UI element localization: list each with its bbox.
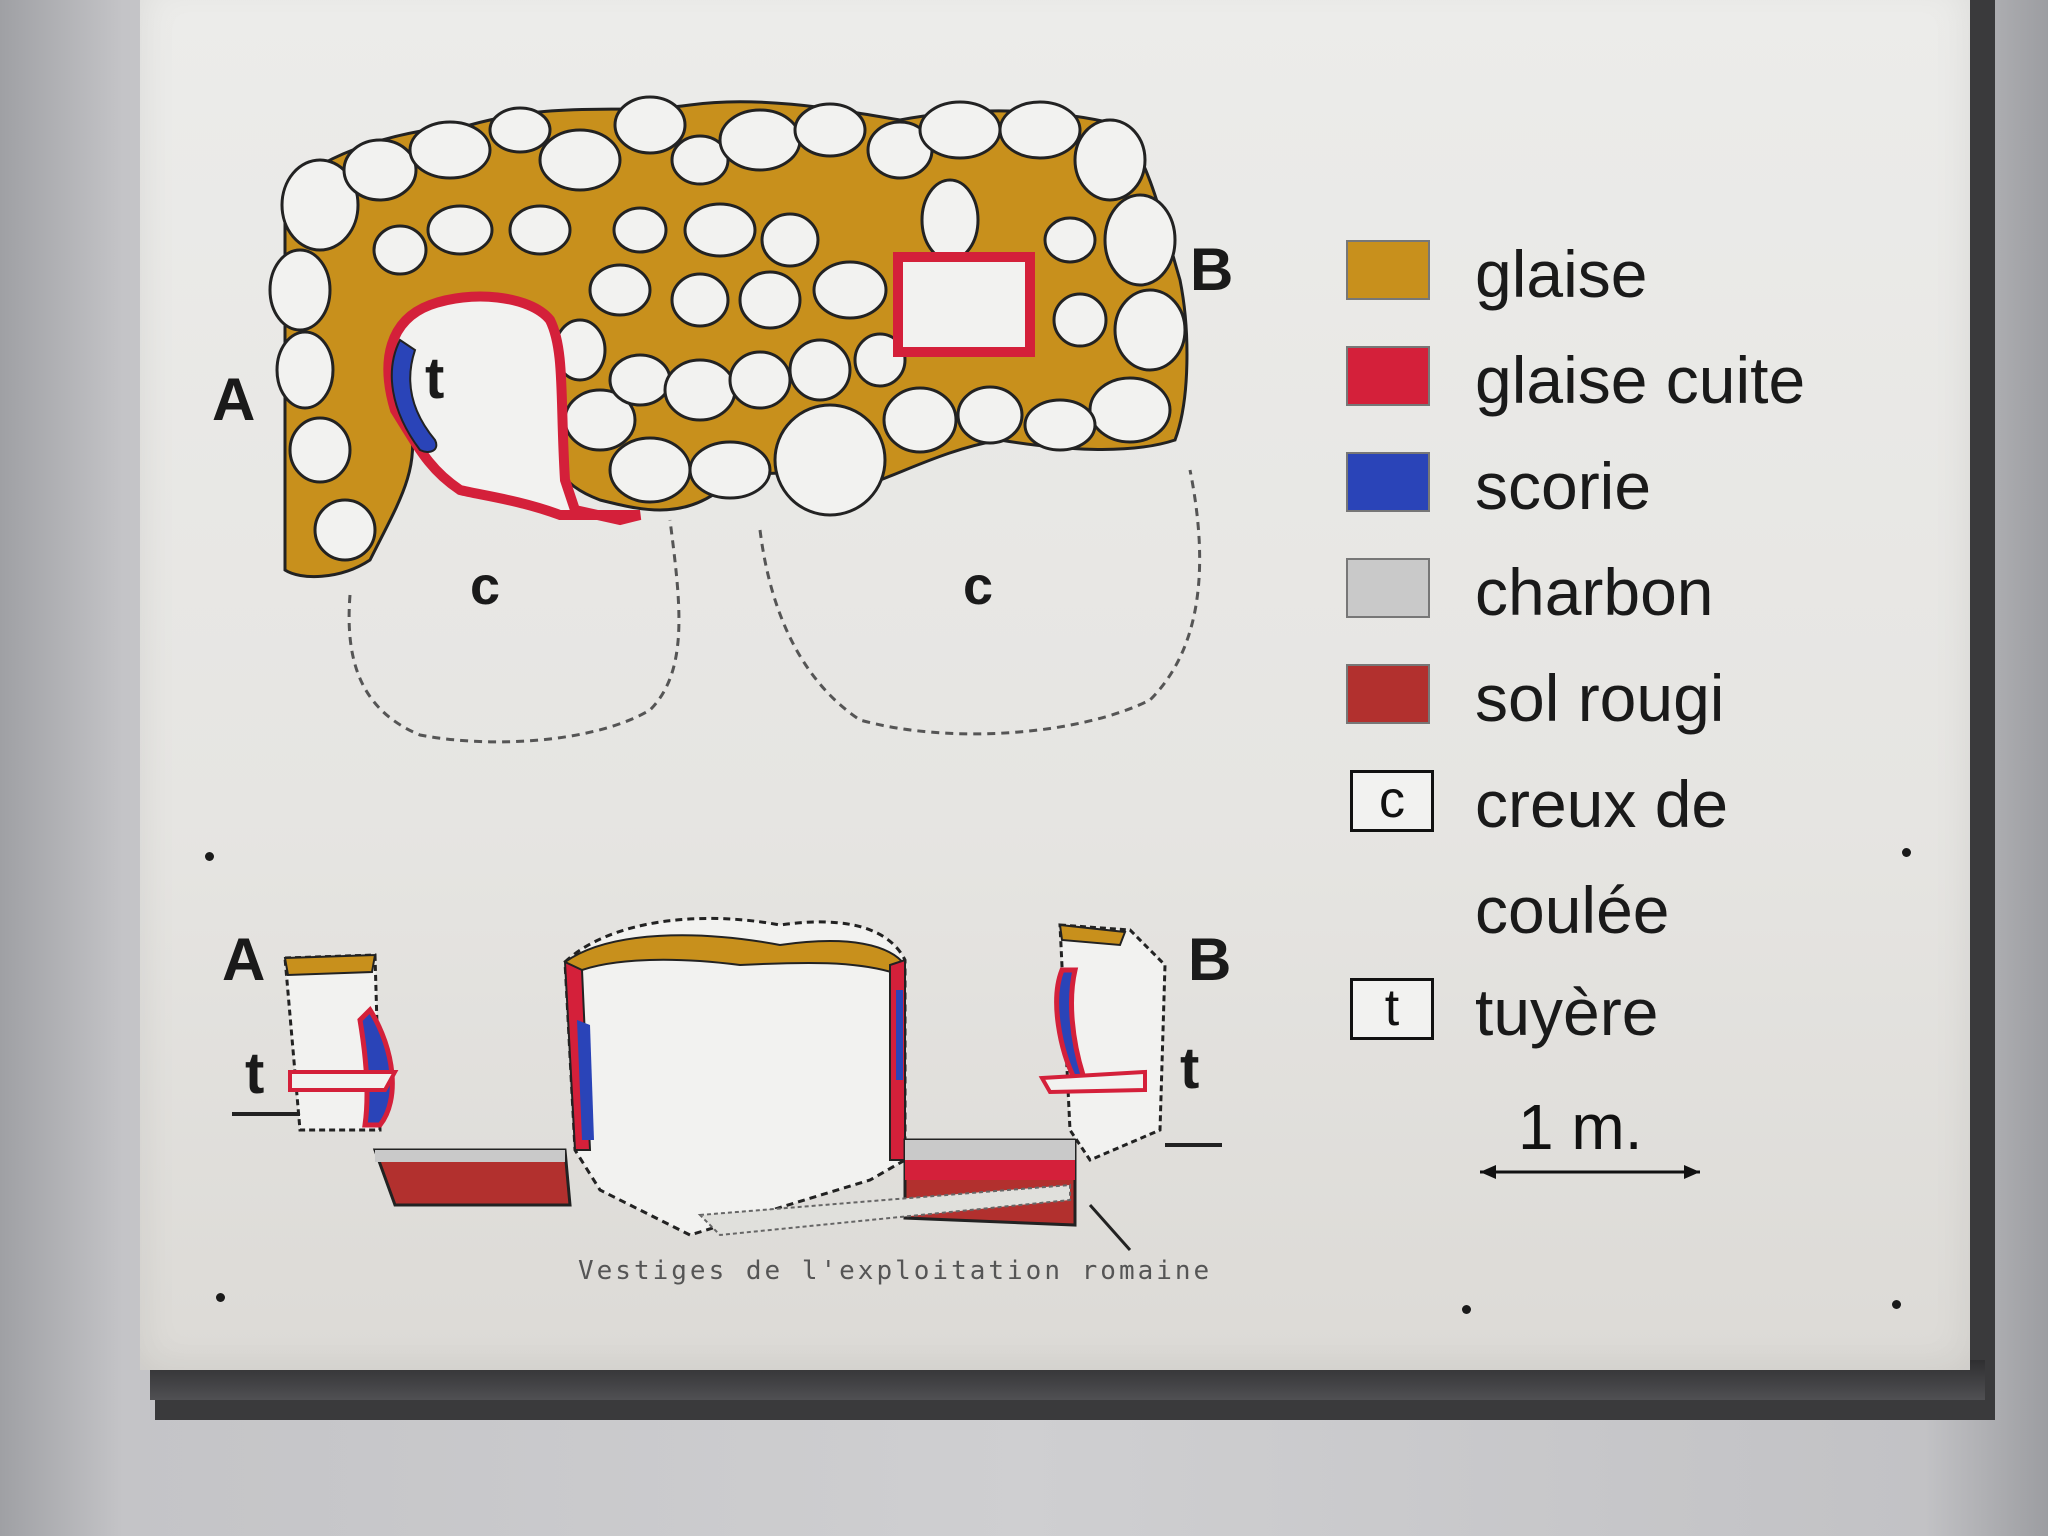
legend-swatch-glaise-cuite: [1346, 346, 1430, 406]
section-label-t-left: t: [245, 1041, 265, 1106]
screw-dot: [216, 1293, 225, 1302]
plan-stone: [683, 202, 757, 258]
plan-label-c-left: c: [470, 556, 501, 616]
plan-stone: [372, 224, 428, 276]
plan-stone: [760, 212, 820, 268]
plan-stone: [718, 108, 802, 172]
legend-symbol-c: c: [1350, 770, 1434, 832]
plan-stone: [538, 128, 622, 192]
screw-dot: [1462, 1305, 1471, 1314]
legend-swatch-sol-rougi: [1346, 664, 1430, 724]
plan-stone: [313, 498, 377, 562]
plan-stone: [956, 385, 1024, 445]
section-central-left-slag: [577, 1020, 594, 1140]
scale-label: 1 m.: [1518, 1091, 1643, 1163]
plan-stone: [1088, 376, 1172, 444]
legend-label-glaise-cuite: glaise cuite: [1475, 343, 1806, 417]
plan-stone: [688, 440, 772, 500]
screw-dot: [1892, 1300, 1901, 1309]
plan-stone: [1043, 216, 1097, 264]
plan-stone: [275, 330, 335, 410]
plan-stone: [588, 263, 652, 317]
section-label-t-right: t: [1180, 1036, 1200, 1101]
plan-stone: [1103, 193, 1177, 287]
plan-stone: [793, 102, 867, 158]
plan-stone: [918, 100, 1002, 160]
section-right-clay-top: [1058, 923, 1127, 947]
plan-slag-deposit: [390, 338, 438, 453]
legend-symbol-t: t: [1350, 978, 1434, 1040]
plan-stone: [853, 332, 907, 388]
plan-stone: [426, 204, 494, 256]
scale-bar: [1480, 1165, 1700, 1179]
section-roman-workings: [697, 1183, 1071, 1237]
plan-stone: [288, 416, 352, 484]
board-title: PLAN ET COUPE DES FOURS: [270, 0, 1684, 12]
plan-stone: [738, 270, 802, 330]
legend-swatch-glaise: [1346, 240, 1430, 300]
plan-stone: [280, 158, 360, 252]
section-left-clay-top: [283, 953, 377, 977]
section-right-tuyere: [1038, 1069, 1147, 1095]
plan-label-a: A: [212, 366, 256, 433]
plan-stone: [268, 248, 332, 332]
plan-stone: [920, 178, 980, 262]
section-right-charcoal: [905, 1140, 1075, 1160]
plan-stone: [608, 353, 672, 407]
plan-rectangular-opening: [893, 252, 1035, 357]
plan-stone: [488, 106, 552, 154]
legend-label-tuyere: tuyère: [1475, 975, 1659, 1049]
section-right-wall: [1058, 923, 1167, 1162]
plan-stone: [1073, 118, 1147, 202]
screw-dot: [1902, 848, 1911, 857]
section-left-slag: [357, 1006, 395, 1128]
section-central-right-slag: [896, 990, 903, 1080]
plan-view: [268, 95, 1202, 744]
section-right-fired-layer: [905, 1160, 1075, 1180]
plan-label-c-right: c: [963, 556, 994, 616]
plan-stone: [728, 350, 792, 410]
plan-stone: [508, 204, 572, 256]
plan-stone: [1023, 398, 1097, 452]
plan-stone: [663, 358, 737, 422]
plan-label-b: B: [1190, 236, 1234, 303]
plan-flow-hollow-right: [758, 469, 1202, 736]
plan-stone: [773, 403, 887, 517]
plan-stone: [342, 138, 418, 202]
legend-swatch-scorie: [1346, 452, 1430, 512]
plan-label-t: t: [425, 346, 445, 411]
legend-swatch-charbon: [1346, 558, 1430, 618]
plan-stone: [1052, 292, 1108, 348]
legend-label-charbon: charbon: [1475, 555, 1714, 629]
screw-dot: [205, 852, 214, 861]
plan-stone: [612, 206, 668, 254]
legend-label-creux-de: creux de: [1475, 767, 1729, 841]
plan-furnace-hollow: [383, 291, 642, 526]
plan-stone: [613, 95, 687, 155]
section-label-b: B: [1188, 926, 1232, 993]
plan-stone: [882, 386, 958, 454]
plan-stone: [788, 338, 852, 402]
caption-leader-line: [1088, 1204, 1132, 1251]
legend-label-glaise: glaise: [1475, 237, 1648, 311]
legend-label-sol-rougi: sol rougi: [1475, 661, 1725, 735]
section-left-charcoal: [375, 1150, 565, 1162]
plan-stone: [670, 272, 730, 328]
plan-stone: [408, 120, 492, 180]
plan-flow-hollow-left: [347, 519, 681, 744]
plan-stone: [998, 100, 1082, 160]
section-view: [232, 916, 1222, 1251]
legend-label-coulee: coulée: [1475, 873, 1670, 947]
plan-stone: [1113, 288, 1187, 372]
roman-workings-caption: Vestiges de l'exploitation romaine: [578, 1256, 1213, 1286]
section-left-tuyere: [288, 1070, 399, 1092]
plan-stone: [812, 260, 888, 320]
legend-label-scorie: scorie: [1475, 449, 1652, 523]
section-label-a: A: [222, 926, 266, 993]
plan-stone: [608, 436, 692, 504]
